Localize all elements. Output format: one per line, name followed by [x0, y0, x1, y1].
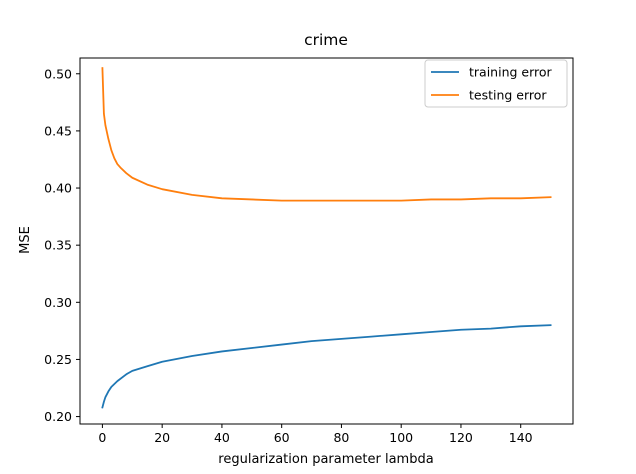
legend-label-1: training error: [469, 65, 553, 80]
y-tick-label: 0.40: [44, 181, 72, 196]
legend-label-2: testing error: [469, 88, 547, 103]
y-tick-label: 0.30: [44, 295, 72, 310]
y-tick-label: 0.20: [44, 409, 72, 424]
x-tick-label: 100: [389, 430, 413, 445]
plot-frame: [79, 57, 574, 425]
series-layer: [101, 67, 552, 409]
y-tick-label: 0.50: [44, 66, 72, 81]
x-tick-label: 140: [509, 430, 533, 445]
y-tick-label: 0.25: [44, 352, 72, 367]
chart-title: crime: [304, 31, 348, 49]
x-tick-label: 120: [449, 430, 473, 445]
series-line-1: [101, 324, 552, 409]
y-axis-label: MSE: [18, 226, 33, 254]
y-tick-label: 0.45: [44, 123, 72, 138]
x-tick-label: 20: [154, 430, 170, 445]
legend-box: [424, 59, 568, 108]
series-line-2: [101, 67, 552, 202]
x-axis-label: regularization parameter lambda: [218, 452, 433, 467]
x-tick-label: 40: [214, 430, 230, 445]
y-tick-label: 0.35: [44, 238, 72, 253]
x-tick-label: 80: [333, 430, 349, 445]
x-tick-label: 0: [98, 430, 106, 445]
x-tick-label: 60: [274, 430, 290, 445]
legend: training error testing error: [424, 59, 568, 108]
axes-layer: 0 20 40 60 80 100 120 140 0.20 0.25 0.30 0.35 0.40 0.…: [44, 57, 574, 445]
